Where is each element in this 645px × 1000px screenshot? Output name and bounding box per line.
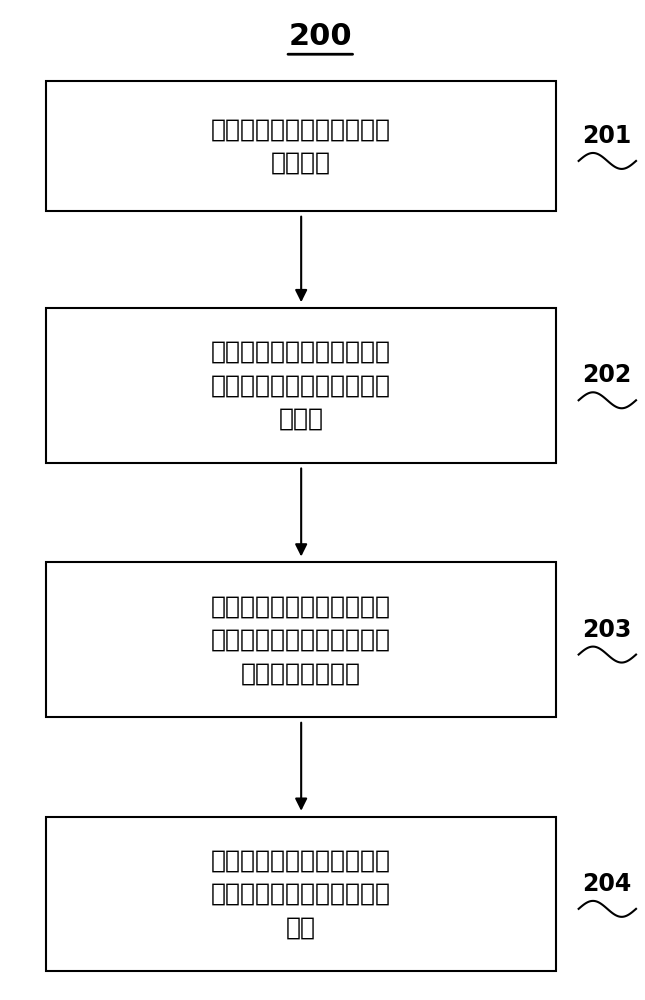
FancyBboxPatch shape <box>46 562 556 717</box>
Text: 202: 202 <box>582 363 631 387</box>
Text: 203: 203 <box>582 618 631 642</box>
Text: 基于上述定位结果，对上述
目标设备进行寻址，得到寻
址结果: 基于上述定位结果，对上述 目标设备进行寻址，得到寻 址结果 <box>211 340 391 431</box>
Text: 200: 200 <box>288 22 352 51</box>
FancyBboxPatch shape <box>46 308 556 463</box>
FancyBboxPatch shape <box>46 817 556 971</box>
Text: 201: 201 <box>582 124 631 148</box>
Text: 基于预定推送方式，将上述
短报文信息推送至上述目标
设备: 基于预定推送方式，将上述 短报文信息推送至上述目标 设备 <box>211 848 391 939</box>
Text: 基于上述寻址结果和预先生
成的区域库，生成上述目标
设备的短报文信息: 基于上述寻址结果和预先生 成的区域库，生成上述目标 设备的短报文信息 <box>211 594 391 685</box>
Text: 对目标设备进行定位，得到
定位结果: 对目标设备进行定位，得到 定位结果 <box>211 117 391 175</box>
FancyBboxPatch shape <box>46 81 556 211</box>
Text: 204: 204 <box>582 872 631 896</box>
